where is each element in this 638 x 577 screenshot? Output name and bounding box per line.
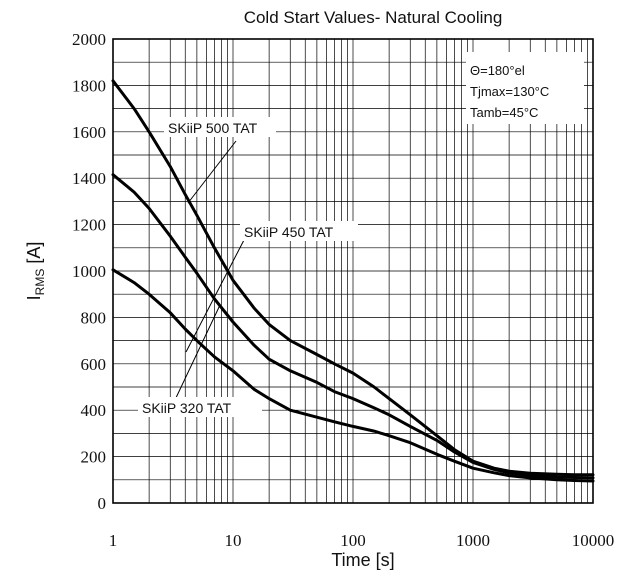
annotation-box (466, 52, 584, 124)
y-tick-label: 1200 (72, 216, 106, 235)
y-tick-label: 600 (81, 355, 107, 374)
y-axis-label-sub: RMS (33, 269, 47, 296)
annotation-theta: Θ=180°el (470, 63, 525, 78)
series-curves (111, 79, 595, 483)
y-tick-label: 0 (98, 494, 107, 513)
leader-500 (187, 140, 237, 204)
y-tick-label: 1800 (72, 76, 106, 95)
annotation-tjmax: Tjmax=130°C (470, 84, 549, 99)
chart-title: Cold Start Values- Natural Cooling (244, 8, 503, 27)
series-label-320: SKiiP 320 TAT (142, 400, 232, 416)
x-axis-label: Time [s] (331, 550, 394, 570)
series-label-500: SKiiP 500 TAT (168, 120, 258, 136)
series-line-3 (111, 268, 595, 483)
grid-lines (112, 39, 593, 503)
y-tick-label: 2000 (72, 30, 106, 49)
y-tick-label: 1400 (72, 169, 106, 188)
leader-320 (173, 304, 221, 403)
x-axis-ticks: 1 10 100 1000 10000 (109, 531, 615, 550)
x-tick-label: 10 (225, 531, 242, 550)
y-tick-label: 400 (81, 401, 107, 420)
x-tick-label: 1000 (456, 531, 490, 550)
y-axis-label-main: I (24, 295, 44, 300)
y-tick-label: 1600 (72, 123, 106, 142)
leader-450 (185, 239, 245, 353)
x-tick-label: 10000 (572, 531, 615, 550)
label-box-500 (164, 117, 276, 137)
y-axis-label-unit: [A] (24, 242, 44, 269)
y-tick-label: 800 (81, 308, 107, 327)
y-tick-label: 200 (81, 448, 107, 467)
series-label-450: SKiiP 450 TAT (244, 224, 334, 240)
annotation-tamb: Tamb=45°C (470, 105, 538, 120)
y-axis-ticks: 0 200 400 600 800 1000 1200 1400 1600 1800 2000 (72, 30, 106, 513)
y-tick-label: 1000 (72, 262, 106, 281)
x-tick-label: 100 (340, 531, 366, 550)
label-box-320 (138, 397, 262, 417)
label-box-450 (240, 221, 358, 241)
series-line-2 (111, 173, 595, 480)
x-tick-label: 1 (109, 531, 118, 550)
y-axis-label: IRMS [A] (24, 242, 47, 301)
